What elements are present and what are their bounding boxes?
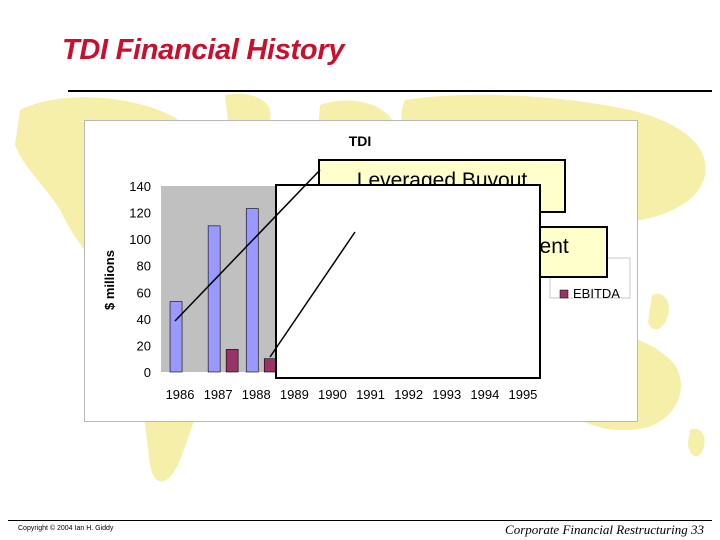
x-tick-label: 1992 <box>394 387 423 402</box>
x-tick-label: 1991 <box>356 387 385 402</box>
x-tick-label: 1989 <box>280 387 309 402</box>
y-tick-label: 80 <box>137 259 151 274</box>
bar-ebitda <box>263 358 277 373</box>
x-tick-label: 1993 <box>432 387 461 402</box>
x-tick-label: 1995 <box>508 387 537 402</box>
y-tick-label: 0 <box>144 365 151 380</box>
y-tick-label: 60 <box>137 285 151 300</box>
y-tick-label: 20 <box>137 338 151 353</box>
x-tick-label: 1987 <box>204 387 233 402</box>
slide-title: TDI Financial History <box>62 34 345 66</box>
callout-leveraged-buyout: Leveraged Buyout <box>318 159 566 213</box>
x-tick-label: 1990 <box>318 387 347 402</box>
y-axis-label: $ millions <box>102 250 117 310</box>
callout-new-management: New Management <box>359 226 608 278</box>
bar-series-1 <box>169 301 183 373</box>
chart-title: TDI <box>349 133 372 149</box>
legend-swatch-ebitda <box>559 289 569 299</box>
bar-ebitda <box>225 349 239 373</box>
y-tick-label: 140 <box>129 179 151 194</box>
bar-series-1 <box>245 208 259 373</box>
copyright-text: Copyright © 2004 Ian H. Giddy <box>18 525 114 532</box>
footer-divider <box>8 520 712 521</box>
x-tick-label: 1994 <box>470 387 499 402</box>
y-tick-label: 40 <box>137 312 151 327</box>
footer-course-page: Corporate Financial Restructuring 33 <box>505 522 704 537</box>
y-tick-label: 100 <box>129 232 151 247</box>
y-tick-label: 120 <box>129 206 151 221</box>
legend-label-ebitda: EBITDA <box>573 286 620 301</box>
title-divider <box>68 90 712 92</box>
bar-series-1 <box>207 225 221 373</box>
x-tick-label: 1986 <box>166 387 195 402</box>
x-tick-label: 1988 <box>242 387 271 402</box>
